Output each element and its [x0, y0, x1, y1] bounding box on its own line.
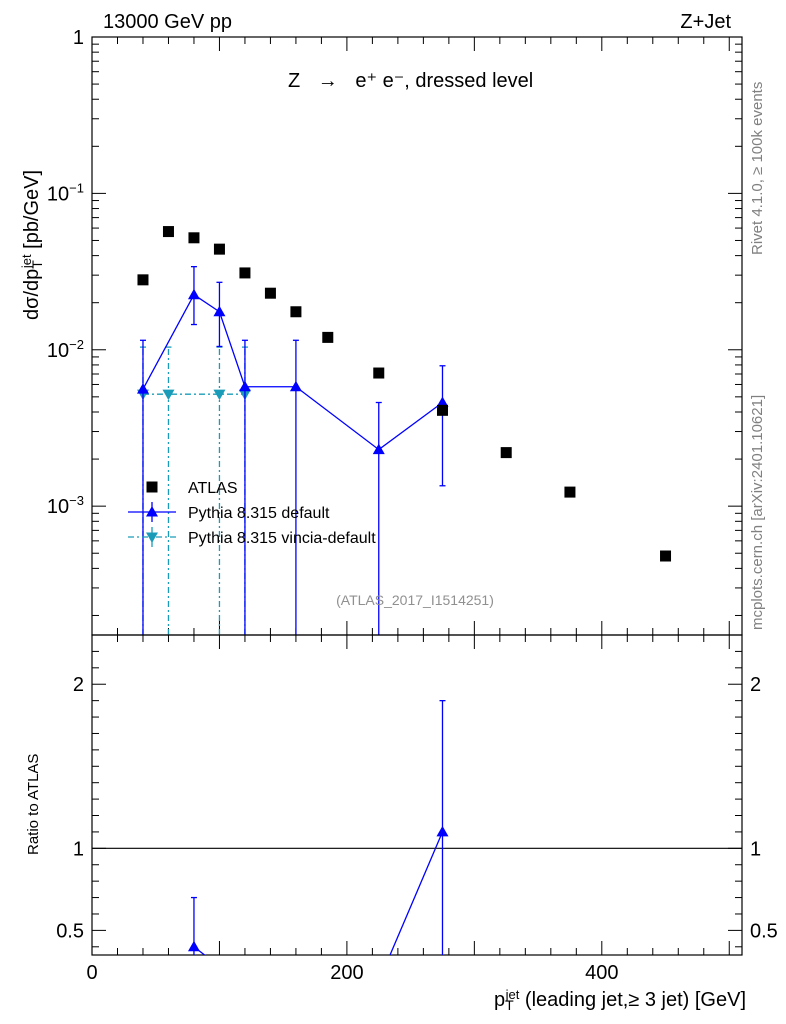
header-left-label: 13000 GeV pp	[103, 11, 232, 33]
series-default-line	[142, 293, 443, 451]
ratio-y-tick-label-right: 0.5	[750, 920, 778, 942]
default-point	[187, 288, 200, 300]
ratio-default-point	[436, 825, 449, 837]
legend-atlas-marker	[146, 481, 158, 493]
vincia-point	[213, 389, 226, 401]
legend: ATLAS Pythia 8.315 default Pythia 8.315 vi…	[128, 480, 376, 547]
y-tick-label: 1	[73, 27, 84, 49]
ratio-default-line	[193, 831, 444, 955]
atlas-point	[162, 226, 174, 238]
y-tick-label: 10−2	[47, 337, 84, 362]
header-right-label: Z+Jet	[680, 11, 731, 33]
x-tick-label: 200	[330, 962, 363, 984]
atlas-point	[188, 232, 200, 244]
title-arrow: →	[318, 70, 338, 92]
side-label-bottom: mcplots.cern.ch [arXiv:2401.10621]	[749, 395, 766, 630]
atlas-point	[322, 331, 334, 343]
atlas-point	[213, 243, 225, 255]
atlas-point	[436, 404, 448, 416]
x-tick-label: 0	[86, 962, 97, 984]
legend-default-marker	[146, 506, 158, 517]
title-prefix: Z	[288, 70, 300, 92]
y-tick-label: 10−1	[47, 181, 84, 206]
default-point	[289, 380, 302, 392]
atlas-point	[373, 367, 385, 379]
side-label-top: Rivet 4.1.0, ≥ 100k events	[749, 82, 766, 255]
ratio-default-point	[187, 940, 200, 952]
ratio-y-tick-label: 2	[73, 674, 84, 696]
ratio-y-axis-label: Ratio to ATLAS	[25, 754, 42, 855]
y-axis-label: dσ/dpTjet [pb/GeV]	[19, 170, 45, 320]
main-plot: 1 10−1 10−2 10−3	[47, 27, 743, 636]
default-point	[136, 383, 149, 394]
y-tick-label: 10−3	[47, 493, 84, 518]
default-point	[213, 305, 226, 317]
atlas-point	[290, 306, 302, 318]
ratio-y-tick-label: 1	[73, 838, 84, 860]
title-suffix: e⁺ e⁻, dressed level	[355, 70, 533, 92]
x-axis-label: pTjet (leading jet,≥ 3 jet) [GeV]	[494, 987, 746, 1013]
atlas-point	[660, 550, 672, 562]
atlas-point	[137, 274, 149, 286]
x-tick-label: 400	[585, 962, 618, 984]
ratio-y-tick-label: 0.5	[56, 920, 84, 942]
ratio-plot-frame	[91, 634, 743, 956]
atlas-point	[239, 267, 251, 279]
ratio-y-tick-label-right: 2	[750, 674, 761, 696]
legend-label: Pythia 8.315 vincia-default	[188, 530, 376, 547]
ratio-plot: 0 200 400 0.5 0.5 1 1 2 2	[56, 634, 778, 984]
analysis-tag: (ATLAS_2017_I1514251)	[336, 592, 494, 608]
default-point	[372, 443, 385, 455]
atlas-point	[500, 447, 512, 459]
plot-title: Z → e⁺ e⁻, dressed level	[288, 70, 533, 92]
ratio-y-tick-label-right: 1	[750, 838, 761, 860]
default-point	[436, 396, 449, 408]
legend-label: ATLAS	[188, 480, 238, 497]
legend-vincia-marker	[146, 532, 158, 543]
legend-label: Pythia 8.315 default	[188, 505, 330, 522]
atlas-point	[264, 287, 276, 299]
default-point	[238, 380, 251, 392]
atlas-point	[564, 486, 576, 498]
vincia-point	[162, 389, 175, 401]
